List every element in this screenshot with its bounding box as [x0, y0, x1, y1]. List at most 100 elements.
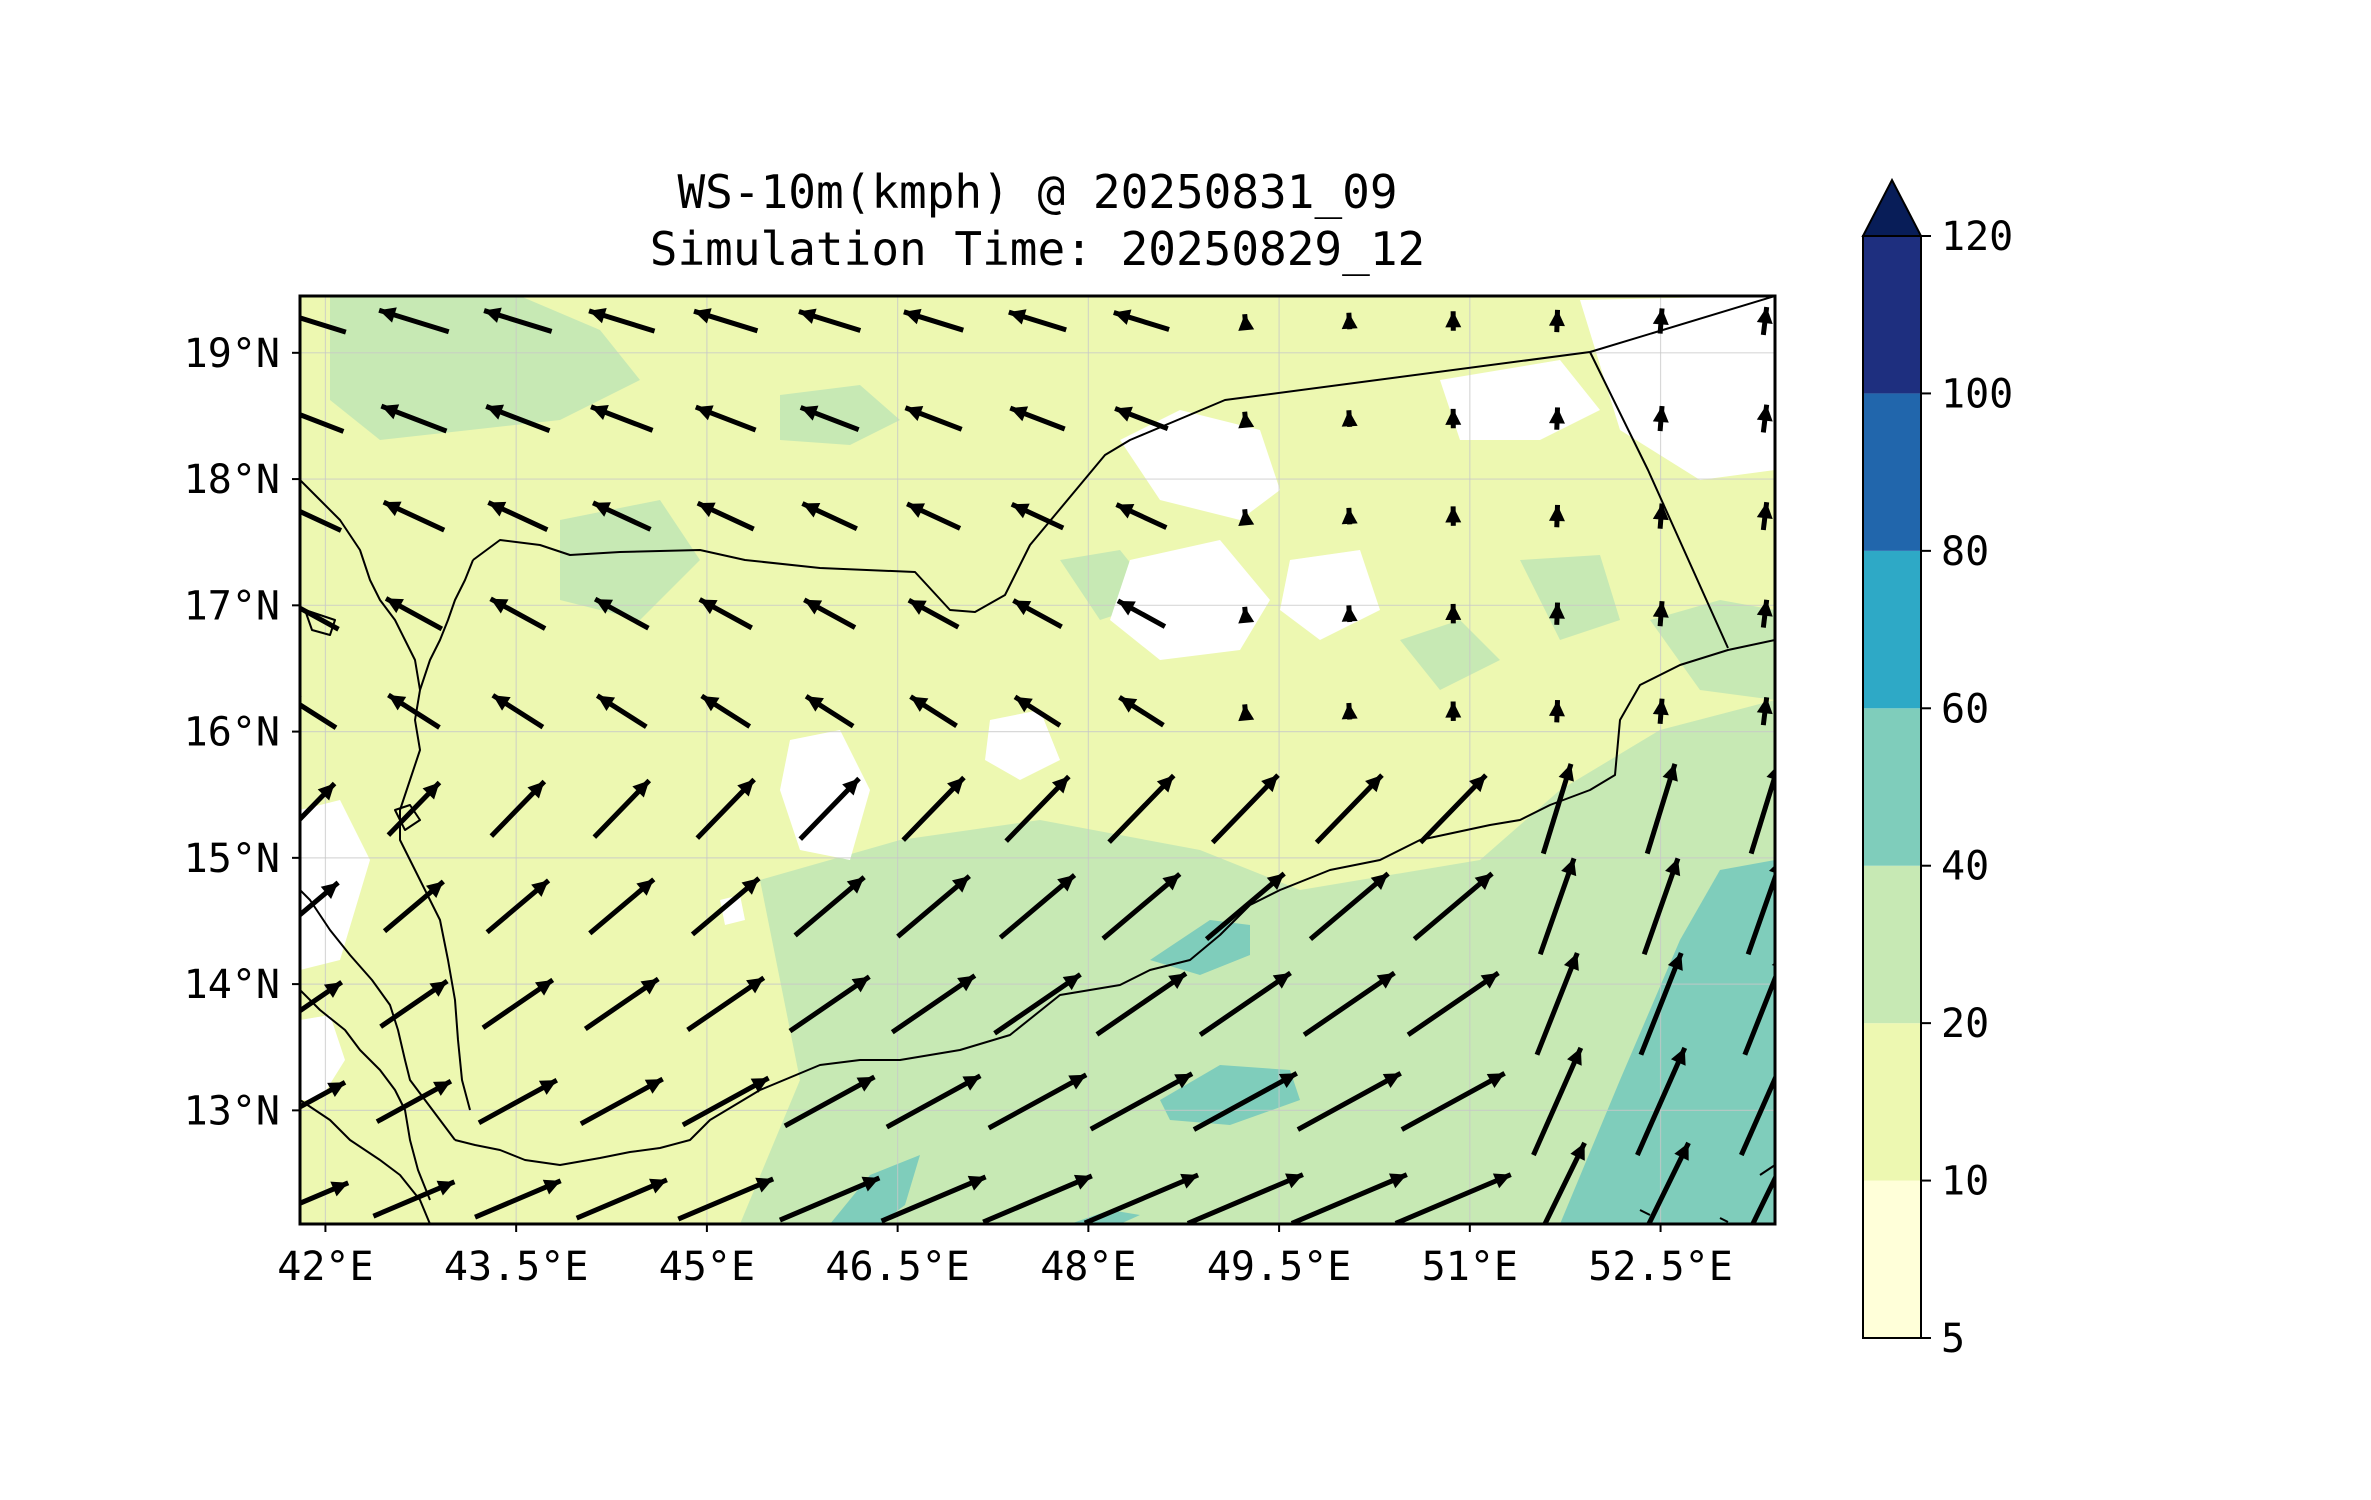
wind-vector	[1756, 697, 1773, 726]
title-line-1: WS-10m(kmph) @ 20250831_09	[677, 165, 1398, 219]
wind-vector	[698, 597, 753, 631]
wind-vector	[1445, 408, 1462, 429]
wind-vector	[583, 976, 660, 1031]
gridlines	[300, 296, 1775, 1224]
wind-vector	[1290, 1172, 1408, 1224]
wind-vector	[693, 308, 759, 334]
longitude-tick-label: 42°E	[277, 1244, 373, 1290]
wind-vector	[1394, 1172, 1512, 1224]
wind-vector	[803, 597, 857, 630]
wind-vector	[1341, 312, 1358, 330]
eritrea-coast	[300, 989, 431, 1201]
longitude-tick-label: 49.5°E	[1207, 1244, 1352, 1290]
colorbar-segment	[1863, 236, 1921, 394]
wind-vector	[1445, 311, 1462, 331]
latitude-tick-label: 19°N	[184, 331, 280, 377]
wind-vector	[1210, 773, 1280, 845]
wind-vector	[575, 1177, 668, 1221]
wind-vector	[1548, 407, 1565, 430]
wind-vector	[491, 693, 545, 730]
wind-vector	[300, 315, 347, 335]
wind-vector	[804, 694, 855, 729]
latitude-tick-label: 13°N	[184, 1088, 280, 1134]
wind-vector	[1314, 773, 1384, 845]
wind-vector	[907, 597, 960, 630]
wind-vector	[384, 596, 444, 632]
latitude-tick-label: 14°N	[184, 962, 280, 1008]
longitude-tick-label: 43.5°E	[444, 1244, 589, 1290]
wind-vector	[487, 500, 549, 533]
longitude-tick-label: 48°E	[1040, 1244, 1136, 1290]
wind-vector	[799, 405, 860, 433]
wind-vector	[1107, 773, 1176, 844]
wind-vector	[700, 693, 752, 729]
wind-vector	[489, 779, 547, 838]
wind-vector	[1749, 1172, 1775, 1224]
wind-vector	[677, 1176, 775, 1222]
longitude-tick-label: 52.5°E	[1588, 1244, 1733, 1290]
wind-vector	[588, 307, 656, 334]
wind-vector	[300, 980, 344, 1014]
colorbar-tick-label: 10	[1941, 1159, 1989, 1205]
wind-vector	[1095, 971, 1188, 1037]
saudi-red-sea-coast	[300, 479, 421, 691]
wind-vector	[1644, 763, 1678, 855]
wind-vector	[378, 307, 450, 335]
oman-saudi-border	[1589, 351, 1729, 649]
map-panel	[300, 296, 1775, 1224]
wind-vector	[1004, 774, 1071, 843]
wind-vector	[1116, 598, 1167, 629]
wind-vector	[1445, 506, 1462, 526]
wind-vector	[375, 1079, 453, 1124]
wind-vector	[998, 873, 1077, 940]
wind-vector	[386, 780, 442, 837]
wind-vector	[1341, 702, 1358, 720]
wind-vector	[1652, 308, 1669, 334]
wind-vector	[694, 404, 757, 433]
wind-vector	[1412, 871, 1494, 942]
colorbar: 5 10 20 40 60 80 100 120	[1861, 177, 2013, 1362]
wind-vector	[909, 694, 958, 728]
wind-vector	[592, 778, 652, 839]
wind-vector	[778, 1175, 881, 1223]
wind-vector	[801, 501, 858, 531]
wind-vector	[1341, 507, 1358, 525]
wind-vector	[1204, 871, 1286, 942]
wind-vector	[1089, 1071, 1194, 1132]
wind-vector	[1540, 763, 1574, 855]
wind-vector	[300, 412, 345, 434]
wind-vector	[489, 596, 547, 631]
yemen-oman-border	[1589, 296, 1775, 353]
wind-vector	[1238, 606, 1255, 624]
wind-vector	[372, 1179, 456, 1219]
yemen-saudi-border	[472, 351, 1591, 613]
wind-vector	[1013, 694, 1062, 728]
wind-vector	[1118, 695, 1165, 728]
wind-vector	[1646, 1141, 1691, 1224]
wind-vector	[982, 1173, 1093, 1224]
wind-vector	[485, 878, 551, 935]
colorbar-segment	[1863, 550, 1921, 709]
map-frame	[298, 294, 1777, 1226]
colorbar-frame	[1862, 235, 1922, 1339]
colorbar-segment	[1863, 708, 1921, 866]
socotra-islets	[1639, 1164, 1775, 1223]
wind-vector	[591, 500, 652, 532]
wind-vector	[903, 308, 964, 333]
wind-vector	[1341, 410, 1358, 427]
wind-vector	[1115, 502, 1168, 530]
wind-vector	[1652, 698, 1669, 724]
wind-vector	[1238, 509, 1255, 526]
longitude-tick-label: 46.5°E	[825, 1244, 970, 1290]
latitude-tick-label: 17°N	[184, 583, 280, 629]
wind-vector	[1418, 773, 1488, 845]
wind-vectors	[300, 306, 1775, 1224]
colorbar-extend-arrow	[1861, 177, 1923, 237]
wind-vector	[1756, 599, 1773, 628]
wind-vector	[1012, 598, 1063, 630]
wind-vector	[579, 1076, 664, 1127]
wind-vector	[1548, 700, 1565, 723]
wind-vector	[1756, 404, 1773, 433]
latitude-axis: 13°N 14°N 15°N 16°N 17°N 18°N 19°N	[184, 331, 300, 1134]
wind-vector	[696, 500, 755, 532]
